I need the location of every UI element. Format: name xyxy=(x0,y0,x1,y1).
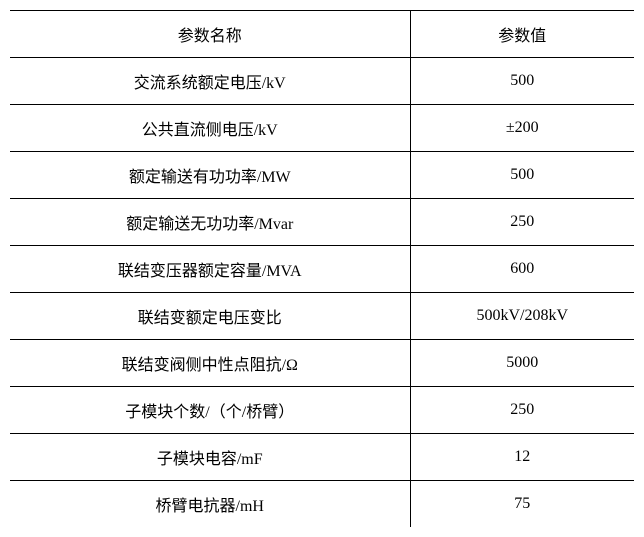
table-row: 子模块电容/mF 12 xyxy=(10,434,634,481)
param-name-cell: 额定输送无功功率/Mvar xyxy=(10,199,410,246)
param-name-cell: 子模块个数/（个/桥臂） xyxy=(10,387,410,434)
param-value-cell: 250 xyxy=(410,199,634,246)
param-value-cell: 250 xyxy=(410,387,634,434)
table-row: 联结变压器额定容量/MVA 600 xyxy=(10,246,634,293)
parameters-table: 参数名称 参数值 交流系统额定电压/kV 500 公共直流侧电压/kV ±200… xyxy=(10,10,634,527)
column-header-name: 参数名称 xyxy=(10,11,410,58)
table-row: 桥臂电抗器/mH 75 xyxy=(10,481,634,528)
table-header-row: 参数名称 参数值 xyxy=(10,11,634,58)
table-row: 公共直流侧电压/kV ±200 xyxy=(10,105,634,152)
param-name-cell: 交流系统额定电压/kV xyxy=(10,58,410,105)
column-header-value: 参数值 xyxy=(410,11,634,58)
param-name-cell: 联结变阀侧中性点阻抗/Ω xyxy=(10,340,410,387)
param-name-cell: 额定输送有功功率/MW xyxy=(10,152,410,199)
param-name-cell: 联结变额定电压变比 xyxy=(10,293,410,340)
param-value-cell: 75 xyxy=(410,481,634,528)
param-value-cell: 500 xyxy=(410,152,634,199)
param-value-cell: 12 xyxy=(410,434,634,481)
param-name-cell: 桥臂电抗器/mH xyxy=(10,481,410,528)
param-value-cell: ±200 xyxy=(410,105,634,152)
table-row: 子模块个数/（个/桥臂） 250 xyxy=(10,387,634,434)
table-row: 交流系统额定电压/kV 500 xyxy=(10,58,634,105)
param-name-cell: 公共直流侧电压/kV xyxy=(10,105,410,152)
table-row: 联结变额定电压变比 500kV/208kV xyxy=(10,293,634,340)
table-row: 联结变阀侧中性点阻抗/Ω 5000 xyxy=(10,340,634,387)
param-name-cell: 子模块电容/mF xyxy=(10,434,410,481)
table-body: 交流系统额定电压/kV 500 公共直流侧电压/kV ±200 额定输送有功功率… xyxy=(10,58,634,528)
param-value-cell: 500kV/208kV xyxy=(410,293,634,340)
table-row: 额定输送有功功率/MW 500 xyxy=(10,152,634,199)
param-value-cell: 600 xyxy=(410,246,634,293)
param-value-cell: 500 xyxy=(410,58,634,105)
param-name-cell: 联结变压器额定容量/MVA xyxy=(10,246,410,293)
table-row: 额定输送无功功率/Mvar 250 xyxy=(10,199,634,246)
param-value-cell: 5000 xyxy=(410,340,634,387)
